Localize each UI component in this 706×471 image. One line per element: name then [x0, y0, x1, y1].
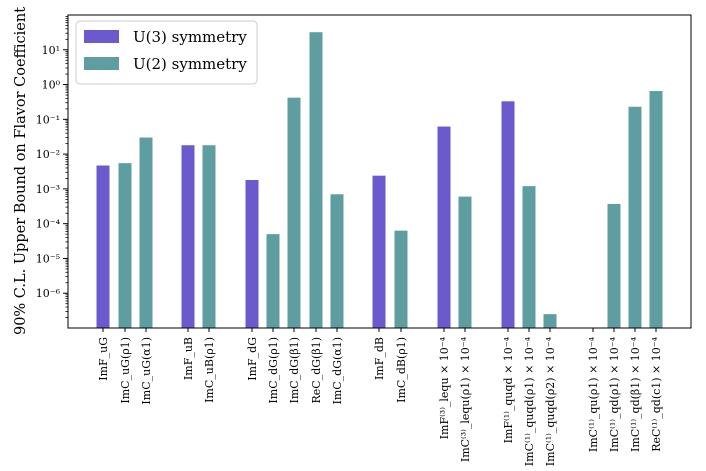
- bar: [96, 165, 110, 328]
- bar: [139, 137, 153, 328]
- y-axis: 10⁻⁶ 10⁻⁵ 10⁻⁴ 10⁻³ 10⁻² 10⁻¹ 10⁰ 10¹: [36, 16, 68, 318]
- x-tick-label: ReC_dG(β1): [310, 337, 323, 403]
- x-tick-label: ImF_uG: [97, 337, 110, 381]
- legend-label: U(3) symmetry: [133, 28, 247, 46]
- x-tick-label: ImC_uB(ρ1): [203, 337, 216, 403]
- x-tick-label: ImF_dG: [246, 337, 259, 381]
- bar: [330, 194, 344, 328]
- y-tick-label: 10⁻⁴: [36, 218, 61, 231]
- x-tick-label: ImF⁽³⁾_lequ × 10⁻⁴: [438, 336, 451, 439]
- legend-swatch: [84, 30, 119, 43]
- bar: [607, 203, 621, 328]
- y-tick-label: 10⁻⁶: [36, 287, 61, 300]
- legend-swatch: [84, 57, 119, 70]
- x-tick-label: ImC_uG(α1): [140, 337, 153, 405]
- x-tick-label: ImF_dB: [373, 337, 386, 380]
- bar: [118, 163, 132, 328]
- bar: [202, 145, 216, 328]
- y-tick-label: 10⁻²: [36, 148, 60, 161]
- bar: [287, 97, 301, 328]
- x-axis: ImF_uG ImC_uG(ρ1) ImC_uG(α1) ImF_uB ImC_uB(ρ…: [97, 328, 663, 466]
- bar: [372, 175, 386, 328]
- bar: [649, 91, 663, 328]
- x-tick-label: ImC⁽¹⁾_qd(ρ1) × 10⁻⁴: [608, 336, 621, 452]
- x-tick-label: ImF_uB: [182, 337, 195, 380]
- x-tick-label: ImC⁽¹⁾_qu(ρ1) × 10⁻⁴: [587, 336, 600, 452]
- bar: [437, 126, 451, 328]
- bar: [458, 196, 472, 328]
- bar: [522, 186, 536, 328]
- legend-box: [75, 20, 258, 85]
- x-tick-label: ImF⁽¹⁾_quqd × 10⁻⁴: [502, 336, 515, 443]
- bar: [245, 180, 259, 328]
- x-tick-label: ImC_dG(α1): [331, 337, 344, 405]
- bar: [181, 145, 195, 328]
- y-tick-label: 10⁻³: [36, 183, 60, 196]
- y-axis-label: 90% C.L. Upper Bound on Flavor Coefficie…: [13, 7, 29, 335]
- y-tick-label: 10⁻⁵: [36, 252, 60, 265]
- x-tick-label: ImC⁽¹⁾_qd(β1) × 10⁻⁴: [629, 336, 642, 452]
- y-tick-label: 10¹: [42, 44, 60, 57]
- bar: [309, 32, 323, 329]
- legend: U(3) symmetry U(2) symmetry: [75, 20, 258, 85]
- legend-label: U(2) symmetry: [133, 55, 247, 73]
- x-tick-label: ImC_dG(ρ1): [267, 337, 280, 404]
- bar: [266, 234, 280, 328]
- x-tick-label: ReC⁽¹⁾_qd(c1) × 10⁻⁴: [650, 336, 663, 451]
- bar: [394, 230, 408, 328]
- y-tick-label: 10⁻¹: [36, 113, 60, 126]
- x-tick-label: ImC⁽³⁾_lequ(ρ1) × 10⁻⁴: [459, 336, 472, 462]
- x-tick-label: ImC_dB(ρ1): [395, 337, 408, 403]
- y-tick-label: 10⁰: [42, 79, 61, 92]
- bar: [628, 106, 642, 329]
- bar: [501, 101, 515, 328]
- x-tick-label: ImC_dG(β1): [288, 337, 301, 403]
- bar: [543, 314, 557, 328]
- x-tick-label: ImC⁽¹⁾_quqd(ρ2) × 10⁻⁴: [544, 336, 557, 466]
- bars-layer: [96, 32, 663, 329]
- x-tick-label: ImC⁽¹⁾_quqd(ρ1) × 10⁻⁴: [523, 336, 536, 466]
- x-tick-label: ImC_uG(ρ1): [119, 337, 132, 404]
